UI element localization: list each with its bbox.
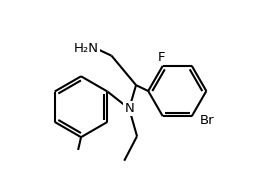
Text: H₂N: H₂N bbox=[73, 42, 99, 55]
Text: Br: Br bbox=[200, 114, 214, 127]
Text: N: N bbox=[124, 102, 134, 115]
Text: F: F bbox=[158, 51, 166, 63]
